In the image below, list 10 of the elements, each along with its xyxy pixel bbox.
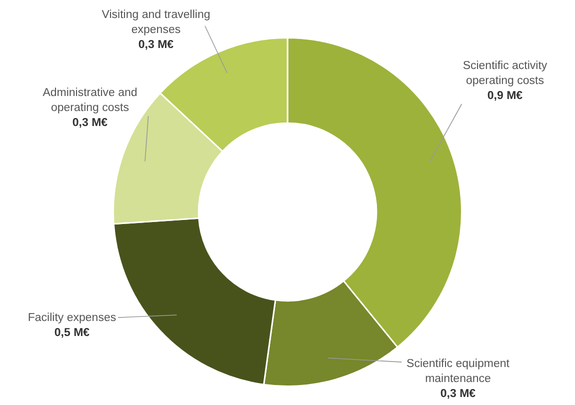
data-label: 0,5 M€: [53, 326, 91, 341]
slice-label: Scientific equipment maintenance: [406, 358, 510, 385]
data-label: 0,3 M€: [137, 38, 175, 53]
data-label: 0,3 M€: [71, 116, 109, 131]
slice-label: Administrative and operating costs: [42, 87, 138, 114]
slice-label: Visiting and travelling expenses: [102, 9, 210, 36]
data-label: 0,9 M€: [486, 89, 524, 104]
slice-label: Scientific activity operating costs: [462, 60, 548, 87]
data-label: 0,3 M€: [439, 387, 477, 402]
slice-label: Facility expenses: [28, 312, 116, 324]
